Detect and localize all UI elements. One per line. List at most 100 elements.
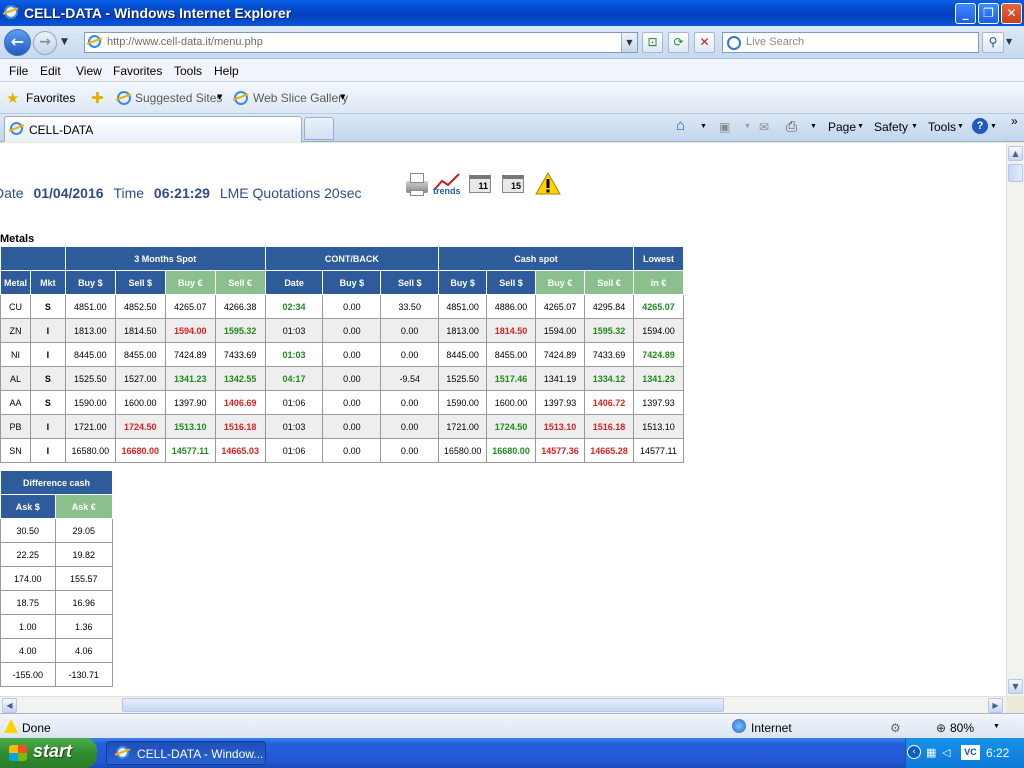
table-cell: 7433.69 [583, 342, 634, 367]
safety-dropdown-icon[interactable]: ▼ [911, 123, 918, 130]
suggested-sites-link[interactable]: Suggested Sites [135, 91, 223, 105]
page-dropdown-icon[interactable]: ▼ [857, 123, 864, 130]
vertical-scroll-thumb[interactable] [1008, 164, 1023, 182]
network-icon[interactable]: ▦ [926, 746, 937, 759]
chevron-more-icon[interactable]: » [1011, 114, 1018, 128]
history-dropdown-icon[interactable]: ▼ [61, 37, 68, 47]
protected-mode-icon[interactable]: ⚙ [890, 721, 901, 735]
column-header: Buy € [164, 270, 216, 295]
scrollbar-corner [1006, 696, 1024, 713]
feeds-dropdown-icon[interactable]: ▼ [744, 123, 751, 130]
printer-icon[interactable] [403, 171, 431, 197]
home-icon[interactable]: ⌂ [676, 117, 686, 134]
table-cell: 1513.10 [164, 414, 216, 439]
start-button[interactable]: start [0, 738, 97, 768]
webslice-dropdown-icon[interactable]: ▼ [340, 93, 346, 101]
tab-cell-data[interactable]: CELL-DATA [4, 116, 302, 142]
table-cell: ZN [0, 318, 31, 343]
table-cell: 16580.00 [64, 438, 116, 463]
scroll-up-icon[interactable]: ▲ [1008, 146, 1023, 161]
search-go-icon[interactable]: ⚲ [982, 32, 1004, 53]
vertical-scrollbar[interactable]: ▲ ▼ [1006, 143, 1024, 696]
help-dropdown-icon[interactable]: ▼ [990, 123, 997, 130]
mail-icon[interactable]: ✉ [759, 120, 770, 134]
zoom-icon[interactable]: ⊕ [936, 721, 947, 735]
address-bar[interactable]: http://www.cell-data.it/menu.php ▼ [84, 32, 638, 53]
search-options-icon[interactable]: ▼ [1006, 37, 1013, 46]
taskbar-item-cell-data[interactable]: CELL-DATA - Window... [106, 741, 266, 765]
table-cell: I [29, 414, 66, 439]
feeds-icon[interactable]: ▣ [719, 120, 731, 134]
table-cell: 7424.89 [164, 342, 216, 367]
table-cell: 8455.00 [486, 342, 537, 367]
table-row: 22.25 19.82 [0, 542, 114, 567]
safety-menu[interactable]: Safety [874, 120, 909, 134]
close-button[interactable]: ✕ [1001, 3, 1022, 24]
add-favorite-icon[interactable]: ✚ [91, 89, 104, 107]
scroll-right-icon[interactable]: ▶ [988, 698, 1003, 713]
column-header: Sell € [214, 270, 266, 295]
print-icon[interactable]: ⎙ [786, 118, 798, 134]
column-header: Metal [0, 270, 31, 295]
new-tab-button[interactable] [304, 117, 334, 140]
address-input[interactable]: http://www.cell-data.it/menu.php [107, 36, 263, 48]
help-icon[interactable]: ? [972, 118, 988, 134]
horizontal-scroll-thumb[interactable] [122, 698, 724, 712]
refresh-icon[interactable]: ⟳ [668, 32, 689, 53]
table-cell: 0.00 [322, 390, 382, 415]
blank-group-header [0, 246, 66, 271]
warning-icon[interactable] [535, 171, 561, 197]
column-header: Buy € [535, 270, 585, 295]
table-row: PB I 1721.00 1724.50 1513.10 1516.18 01:03 0.00… [0, 414, 685, 439]
back-button[interactable]: ← [4, 29, 31, 56]
trends-icon[interactable]: trends [433, 171, 461, 197]
menu-edit[interactable]: Edit [40, 64, 61, 78]
home-dropdown-icon[interactable]: ▼ [700, 123, 707, 130]
tools-dropdown-icon[interactable]: ▼ [957, 123, 964, 130]
table-row: 18.75 16.96 [0, 590, 114, 615]
time-value: 06:21:29 [153, 185, 210, 201]
scroll-left-icon[interactable]: ◀ [2, 698, 17, 713]
tools-menu[interactable]: Tools [928, 120, 957, 134]
calendar-11-icon[interactable]: 11 [468, 171, 492, 197]
stop-icon[interactable]: ✕ [694, 32, 715, 53]
table-cell: I [29, 318, 66, 343]
suggested-dropdown-icon[interactable]: ▼ [217, 93, 223, 101]
status-bar: Done Internet ⚙ ⊕ 80% ▼ [0, 713, 1024, 738]
scroll-down-icon[interactable]: ▼ [1008, 679, 1023, 694]
vc-tray-icon[interactable]: VC [961, 745, 980, 760]
search-box[interactable]: Live Search [722, 32, 979, 53]
horizontal-scrollbar[interactable]: ◀ ▶ [0, 696, 1006, 713]
status-text: Done [22, 721, 51, 735]
table-cell: 4886.00 [486, 294, 537, 319]
time-label: Time [113, 185, 145, 201]
table-row: -155.00 -130.71 [0, 662, 114, 687]
forward-button[interactable]: → [33, 31, 57, 55]
web-slice-gallery-link[interactable]: Web Slice Gallery [253, 91, 349, 105]
table-row: 30.50 29.05 [0, 518, 114, 543]
menu-tools[interactable]: Tools [174, 64, 203, 78]
maximize-button[interactable]: ❐ [978, 3, 999, 24]
compatibility-icon[interactable]: ⊡ [642, 32, 663, 53]
menu-favorites[interactable]: Favorites [113, 64, 163, 78]
zoom-level[interactable]: 80% [950, 721, 975, 735]
favorites-button[interactable]: Favorites [26, 91, 76, 105]
address-dropdown-icon[interactable]: ▼ [621, 33, 637, 52]
zoom-dropdown-icon[interactable]: ▼ [993, 723, 1000, 730]
calendar-11-label: 11 [469, 175, 491, 193]
page-menu[interactable]: Page [828, 120, 857, 134]
column-header: Sell $ [380, 270, 440, 295]
menu-help[interactable]: Help [214, 64, 239, 78]
volume-icon[interactable]: ◁ [942, 746, 951, 759]
table-cell: 4851.00 [64, 294, 116, 319]
menu-file[interactable]: File [9, 64, 29, 78]
search-input[interactable]: Live Search [746, 36, 805, 48]
calendar-15-icon[interactable]: 15 [501, 171, 525, 197]
print-dropdown-icon[interactable]: ▼ [810, 123, 817, 130]
menu-view[interactable]: View [76, 64, 102, 78]
table-cell: 1600.00 [486, 390, 537, 415]
column-header: Mkt [29, 270, 66, 295]
tray-expand-icon[interactable]: ‹ [907, 745, 921, 759]
table-cell: S [29, 294, 66, 319]
minimize-button[interactable]: _ [955, 3, 976, 24]
